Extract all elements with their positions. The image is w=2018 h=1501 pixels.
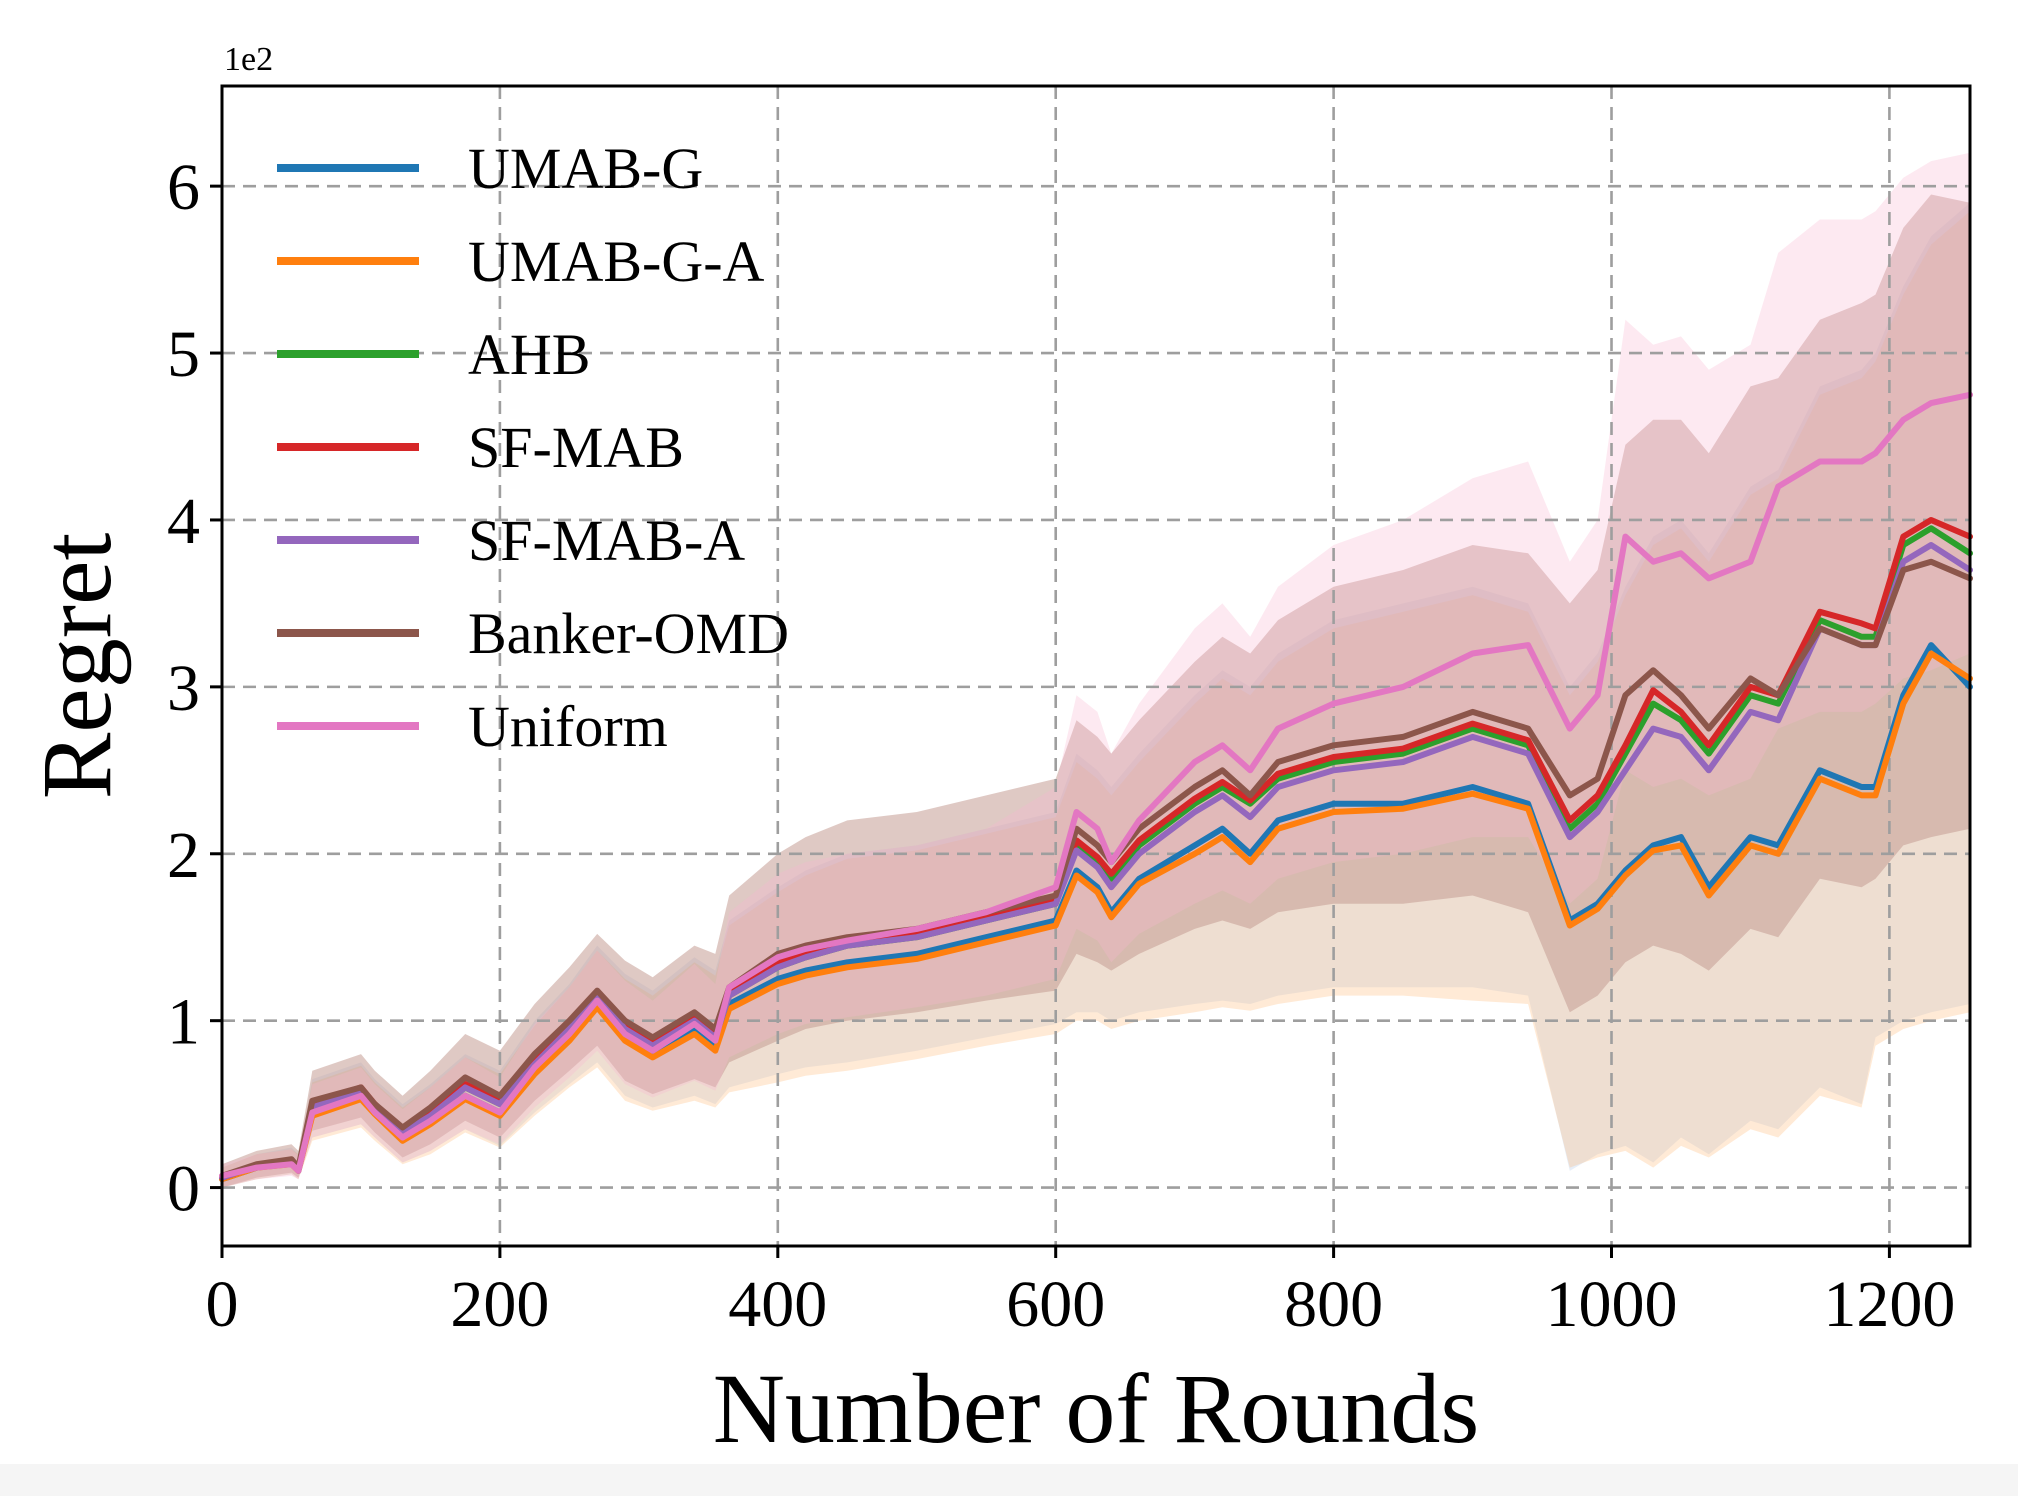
legend-label-sf-mab-a: SF-MAB-A <box>468 508 745 573</box>
legend-label-umab-g: UMAB-G <box>468 136 703 201</box>
legend-label-uniform: Uniform <box>468 694 668 759</box>
y-scale-label: 1e2 <box>224 41 273 78</box>
legend-label-banker-omd: Banker-OMD <box>468 601 789 666</box>
plot-frame <box>220 84 1972 1248</box>
legend-label-umab-g-a: UMAB-G-A <box>468 229 765 294</box>
y-tick-label-2: 2 <box>167 819 200 892</box>
legend: UMAB-G UMAB-G-A AHB SF-MAB SF-MAB-A Banker-OM… <box>277 136 789 759</box>
legend-item-banker-omd: Banker-OMD <box>277 601 789 666</box>
y-tick-label-0: 0 <box>167 1153 200 1226</box>
legend-label-ahb: AHB <box>468 322 590 387</box>
x-tick-label-600: 600 <box>1006 1268 1105 1341</box>
legend-item-umab-g-a: UMAB-G-A <box>277 229 765 294</box>
y-tick-label-4: 4 <box>167 485 200 558</box>
legend-label-sf-mab: SF-MAB <box>468 415 684 480</box>
axis-ticks: 0 200 400 600 800 1000 1200 0 1 2 3 4 5 6 <box>167 151 1955 1341</box>
legend-item-umab-g: UMAB-G <box>277 136 703 201</box>
x-tick-label-400: 400 <box>728 1268 827 1341</box>
y-tick-label-6: 6 <box>167 151 200 224</box>
series-line-uniform <box>219 391 1973 1179</box>
x-axis-label: Number of Rounds <box>713 1353 1480 1464</box>
series-lines <box>219 391 1973 1183</box>
series-line-banker-omd <box>219 558 1973 1179</box>
y-tick-label-5: 5 <box>167 318 200 391</box>
x-tick-label-200: 200 <box>450 1268 549 1341</box>
legend-item-uniform: Uniform <box>277 694 668 759</box>
y-axis-label: Regret <box>21 533 132 800</box>
x-tick-label-1000: 1000 <box>1546 1268 1678 1341</box>
legend-item-ahb: AHB <box>277 322 590 387</box>
x-tick-label-1200: 1200 <box>1823 1268 1955 1341</box>
band-umab-g <box>222 202 1970 1188</box>
x-tick-label-0: 0 <box>206 1268 239 1341</box>
band-banker-omd <box>222 194 1970 1188</box>
legend-item-sf-mab-a: SF-MAB-A <box>277 508 745 573</box>
legend-item-sf-mab: SF-MAB <box>277 415 684 480</box>
series-line-sf-mab-a <box>219 542 1973 1181</box>
x-tick-label-800: 800 <box>1284 1268 1383 1341</box>
band-umab-g-a <box>222 211 1970 1188</box>
confidence-bands <box>222 152 1970 1188</box>
band-uniform <box>222 152 1970 1188</box>
window-bottom-strip <box>0 1464 2018 1496</box>
y-tick-label-3: 3 <box>167 652 200 725</box>
y-tick-label-1: 1 <box>167 986 200 1059</box>
